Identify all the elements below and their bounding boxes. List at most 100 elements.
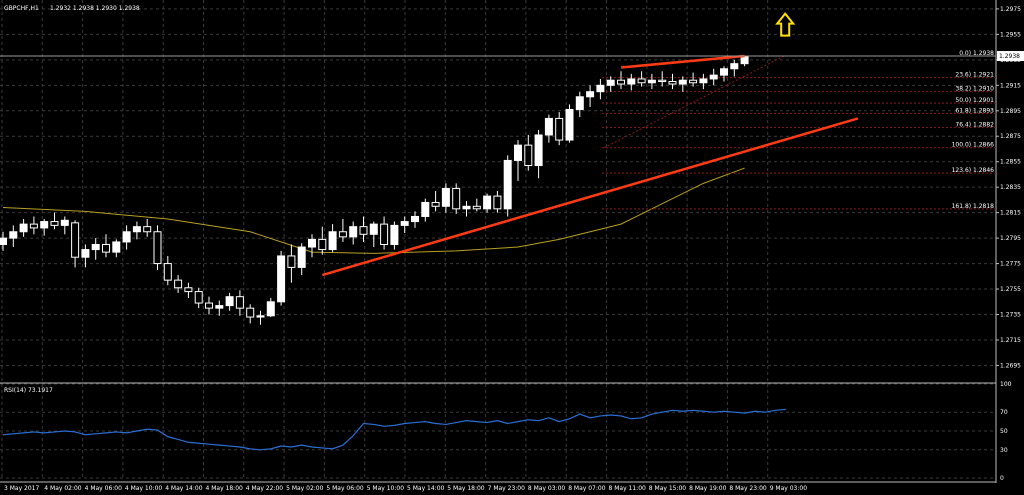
bull-candle bbox=[40, 221, 49, 229]
bull-candle bbox=[349, 226, 358, 238]
bull-candle bbox=[369, 223, 378, 235]
time-tick-label: 8 May 11:00 bbox=[609, 485, 647, 492]
bull-candle bbox=[575, 96, 584, 111]
rsi-line bbox=[2, 408, 786, 451]
bull-candle bbox=[565, 109, 574, 141]
rsi-tick-label: 50 bbox=[1000, 428, 1008, 435]
trendline bbox=[620, 54, 745, 69]
rsi-tick-label: 70 bbox=[1000, 409, 1008, 416]
rsi-panel bbox=[2, 408, 786, 451]
bull-candle bbox=[400, 221, 409, 226]
bull-candle bbox=[9, 231, 18, 239]
fib-level-label: 161.8) 1.2818 bbox=[952, 203, 995, 210]
fibonacci-levels: 0.0) 1.2938 23.6) 1.2921 38.2) 1.2910 50.0)… bbox=[602, 50, 996, 210]
time-tick-label: 4 May 10:00 bbox=[125, 485, 163, 492]
bear-candle bbox=[50, 221, 59, 226]
bear-candle bbox=[318, 238, 327, 251]
bear-candle bbox=[452, 187, 461, 210]
price-tick-label: 1.2875 bbox=[1000, 133, 1021, 140]
price-tick-label: 1.2775 bbox=[1000, 261, 1021, 268]
time-tick-label: 5 May 14:00 bbox=[407, 485, 445, 492]
bull-candle bbox=[19, 223, 28, 233]
bull-candle bbox=[699, 78, 708, 84]
bear-candle bbox=[493, 195, 502, 210]
rsi-label: RSI(14) 73.1917 bbox=[4, 387, 53, 394]
bear-candle bbox=[235, 296, 244, 309]
time-tick-label: 8 May 19:00 bbox=[689, 485, 727, 492]
moving-average bbox=[2, 167, 745, 254]
bear-candle bbox=[163, 263, 172, 281]
bear-candle bbox=[359, 226, 368, 235]
bull-candle bbox=[462, 205, 471, 210]
time-tick-label: 5 May 02:00 bbox=[286, 485, 324, 492]
bull-candle bbox=[534, 134, 543, 167]
fib-level-label: 76.4) 1.2882 bbox=[955, 121, 994, 128]
time-tick-label: 7 May 23:00 bbox=[488, 485, 526, 492]
fib-trend-line bbox=[603, 55, 785, 149]
bear-candle bbox=[689, 79, 698, 84]
bull-candle bbox=[0, 237, 7, 245]
fib-level-label: 38.2) 1.2910 bbox=[955, 86, 994, 93]
price-tick-label: 1.2975 bbox=[1000, 6, 1021, 13]
time-tick-label: 3 May 2017 bbox=[4, 485, 39, 492]
bull-candle bbox=[730, 63, 739, 70]
bear-candle bbox=[338, 231, 347, 238]
bull-candle bbox=[647, 79, 656, 84]
rsi-tick-label: 30 bbox=[1000, 447, 1008, 454]
fib-level-label: 23.6) 1.2921 bbox=[955, 72, 994, 79]
bull-candle bbox=[411, 215, 419, 223]
bull-candle bbox=[60, 219, 69, 226]
time-tick-label: 4 May 02:00 bbox=[44, 485, 82, 492]
fib-level-label: 100.0) 1.2866 bbox=[952, 142, 995, 149]
fib-level-label: 0.0) 1.2938 bbox=[959, 50, 994, 57]
bull-candle bbox=[483, 195, 492, 210]
bull-candle bbox=[596, 84, 605, 93]
bull-candle bbox=[277, 255, 286, 303]
time-tick-label: 4 May 06:00 bbox=[85, 485, 123, 492]
bull-candle bbox=[81, 249, 90, 258]
rsi-tick-label: 0 bbox=[1000, 475, 1004, 482]
time-tick-label: 4 May 14:00 bbox=[165, 485, 203, 492]
time-tick-label: 8 May 23:00 bbox=[729, 485, 767, 492]
bull-candle bbox=[225, 296, 234, 307]
bear-candle bbox=[555, 117, 564, 141]
ohlc-label: 1.2932 1.2938 1.2930 1.2938 bbox=[50, 5, 140, 12]
symbol-label: GBPCHF,H1 bbox=[4, 5, 39, 12]
bull-candle bbox=[503, 159, 512, 210]
price-tick-label: 1.2855 bbox=[1000, 159, 1021, 166]
bear-candle bbox=[637, 78, 646, 84]
bull-candle bbox=[709, 74, 718, 80]
bear-candle bbox=[184, 287, 193, 293]
bull-candle bbox=[421, 201, 430, 217]
price-tick-label: 1.2955 bbox=[1000, 31, 1021, 38]
bear-candle bbox=[174, 279, 183, 289]
time-tick-label: 8 May 03:00 bbox=[528, 485, 566, 492]
current-price-label: 1.2938 bbox=[999, 53, 1020, 60]
bull-candle bbox=[308, 238, 316, 248]
bear-candle bbox=[472, 205, 481, 210]
price-tick-label: 1.2895 bbox=[1000, 108, 1021, 115]
bull-candle bbox=[328, 231, 337, 251]
time-tick-label: 8 May 07:00 bbox=[568, 485, 606, 492]
bear-candle bbox=[617, 79, 625, 85]
price-tick-label: 1.2755 bbox=[1000, 286, 1021, 293]
bull-candle bbox=[122, 231, 131, 243]
price-tick-label: 1.2915 bbox=[1000, 82, 1021, 89]
price-tick-label: 1.2715 bbox=[1000, 337, 1021, 344]
bull-candle bbox=[266, 301, 275, 317]
price-tick-label: 1.2695 bbox=[1000, 362, 1021, 369]
time-axis: 3 May 2017 4 May 02:00 4 May 06:00 4 May 10… bbox=[4, 485, 807, 492]
up-arrow-shape bbox=[775, 12, 796, 37]
bull-candle bbox=[215, 305, 224, 309]
time-tick-label: 4 May 18:00 bbox=[206, 485, 244, 492]
bull-candle bbox=[514, 144, 522, 161]
up-arrow-icon bbox=[775, 12, 796, 37]
grid bbox=[0, 0, 997, 483]
bear-candle bbox=[29, 223, 38, 229]
fib-level-label: 61.8) 1.2893 bbox=[955, 107, 994, 114]
price-tick-label: 1.2835 bbox=[1000, 184, 1021, 191]
time-tick-label: 4 May 22:00 bbox=[246, 485, 284, 492]
fib-level-label: 123.6) 1.2846 bbox=[952, 167, 995, 174]
bull-candle bbox=[256, 315, 265, 318]
